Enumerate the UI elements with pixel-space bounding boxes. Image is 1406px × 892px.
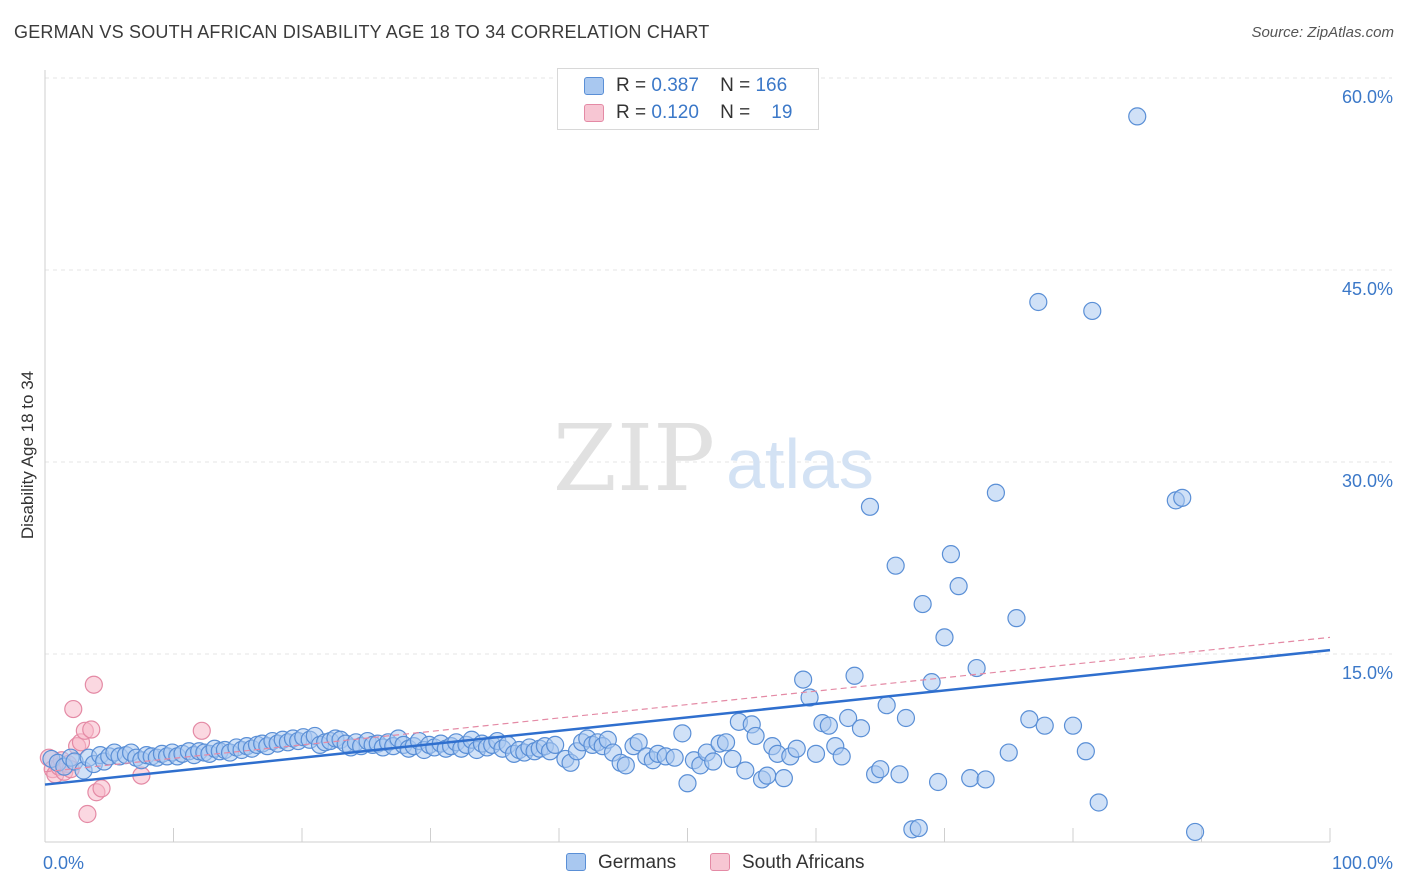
german-point-148 [877, 696, 896, 715]
german-point-156 [928, 772, 948, 792]
german-point-136 [800, 688, 819, 707]
correlation-legend: R = 0.387 N = 166 R = 0.120 N = 19 [557, 68, 819, 130]
germans-n-value: 166 [755, 75, 788, 96]
x-tick-label-0: 0.0% [43, 853, 84, 873]
y-tick-label-1: 30.0% [1342, 471, 1393, 491]
x-tick-label-1: 100.0% [1332, 853, 1393, 873]
germans-swatch-icon [584, 77, 604, 95]
south-african-trend-line [44, 636, 1331, 773]
german-trend-line [44, 648, 1331, 786]
german-point-157 [935, 628, 954, 647]
german-point-141 [832, 747, 851, 766]
german-point-161 [967, 658, 986, 678]
trend-lines [44, 636, 1331, 786]
german-point-169 [1063, 716, 1083, 735]
german-point-129 [758, 766, 777, 785]
german-point-139 [819, 716, 838, 735]
german-point-95 [546, 735, 565, 754]
south-african-point-13 [82, 720, 101, 739]
german-point-163 [986, 483, 1006, 502]
german-point-114 [665, 748, 684, 767]
germans-n-label: N = [720, 75, 751, 96]
south-africans-legend-icon [710, 853, 730, 871]
german-point-122 [716, 733, 736, 752]
y-tick-label-3: 60.0% [1342, 87, 1393, 107]
south-african-point-14 [84, 675, 103, 694]
german-point-171 [1083, 301, 1102, 321]
german-point-135 [794, 670, 813, 689]
source-credit: Source: ZipAtlas.com [1251, 24, 1394, 41]
german-point-134 [787, 739, 806, 758]
chart-title: GERMAN VS SOUTH AFRICAN DISABILITY AGE 1… [14, 22, 710, 42]
german-point-170 [1076, 742, 1095, 761]
german-point-145 [860, 497, 880, 516]
south-african-point-16 [92, 779, 111, 798]
watermark: ZIP atlas [553, 405, 874, 512]
germans-legend-label: Germans [598, 852, 677, 873]
german-point-159 [949, 577, 968, 596]
german-point-167 [1029, 292, 1048, 312]
german-point-160 [961, 769, 980, 788]
german-point-172 [1089, 793, 1108, 812]
south-africans-n-value: 19 [771, 102, 793, 123]
german-point-116 [678, 774, 697, 793]
german-point-132 [774, 769, 793, 788]
south-african-point-8 [64, 699, 83, 719]
german-point-143 [845, 666, 864, 685]
watermark-zip: ZIP [553, 405, 715, 512]
german-point-115 [673, 724, 692, 743]
german-point-155 [922, 673, 941, 692]
german-point-158 [941, 545, 961, 564]
south-africans-swatch-icon [584, 104, 604, 122]
german-point-107 [616, 756, 635, 775]
germans-r-value: 0.387 [651, 75, 699, 96]
german-point-166 [1020, 710, 1039, 729]
germans-r-label: R = [616, 75, 647, 96]
german-point-154 [913, 594, 932, 614]
south-africans-r-label: R = [616, 102, 647, 123]
german-point-165 [1007, 609, 1026, 628]
german-point-142 [839, 708, 858, 728]
watermark-atlas: atlas [726, 425, 874, 503]
y-tick-label-2: 45.0% [1342, 279, 1393, 299]
south-african-point-12 [78, 804, 97, 824]
axes [44, 70, 1331, 843]
germans-legend-icon [566, 853, 586, 871]
south-africans-r-value: 0.120 [651, 102, 699, 123]
german-point-125 [736, 761, 755, 780]
south-africans-legend-label: South Africans [742, 852, 865, 873]
german-point-151 [896, 708, 916, 728]
german-point-164 [999, 743, 1018, 762]
german-point-144 [851, 719, 871, 738]
german-point-147 [871, 760, 890, 779]
german-point-153 [909, 818, 928, 838]
german-point-127 [746, 726, 765, 746]
german-point-162 [976, 770, 995, 789]
gridlines [45, 77, 1392, 655]
german-points [42, 107, 1205, 842]
south-african-point-18 [192, 721, 211, 740]
south-africans-n-label: N = [720, 102, 751, 123]
german-point-123 [723, 749, 742, 769]
german-point-109 [629, 733, 648, 752]
german-point-168 [1035, 716, 1054, 735]
german-point-120 [704, 752, 723, 771]
german-point-150 [890, 765, 909, 784]
german-point-149 [886, 556, 905, 575]
german-point-176 [1185, 822, 1205, 842]
german-point-137 [806, 744, 826, 763]
german-point-175 [1173, 488, 1192, 507]
german-point-173 [1128, 107, 1147, 126]
y-axis-label: Disability Age 18 to 34 [18, 371, 37, 539]
y-tick-label-0: 15.0% [1342, 663, 1393, 683]
tick-labels: 15.0% 30.0% 45.0% 60.0% 0.0% 100.0% [43, 87, 1393, 873]
